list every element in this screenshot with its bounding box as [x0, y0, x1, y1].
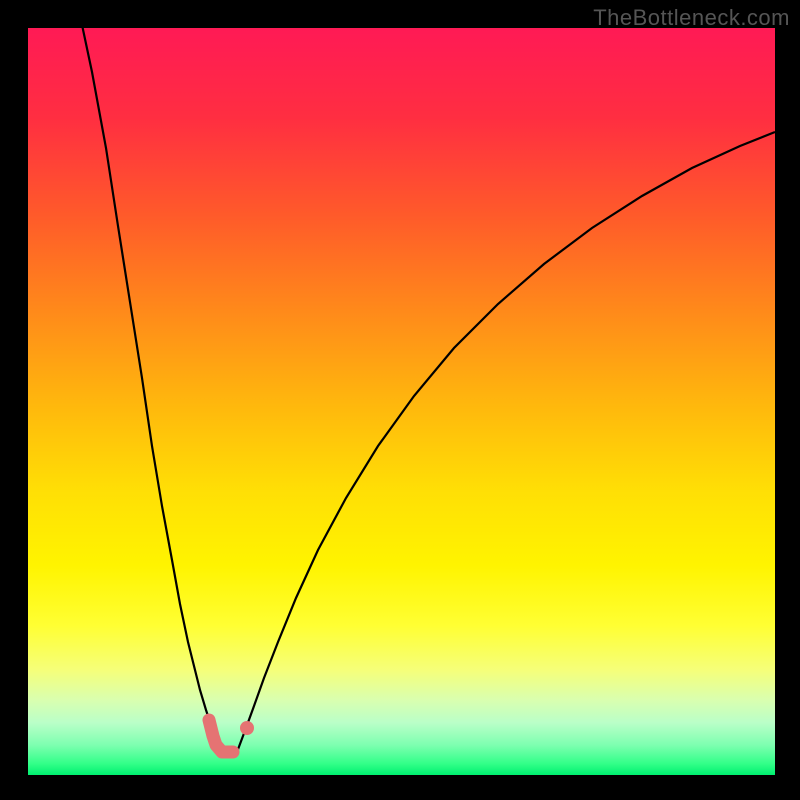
highlight-L-marker — [209, 720, 233, 752]
watermark-text: TheBottleneck.com — [593, 5, 790, 31]
highlight-dot — [240, 721, 254, 735]
curve-left — [78, 6, 224, 756]
curve-right — [237, 132, 775, 752]
curve-overlay — [0, 0, 800, 800]
chart-stage: TheBottleneck.com — [0, 0, 800, 800]
